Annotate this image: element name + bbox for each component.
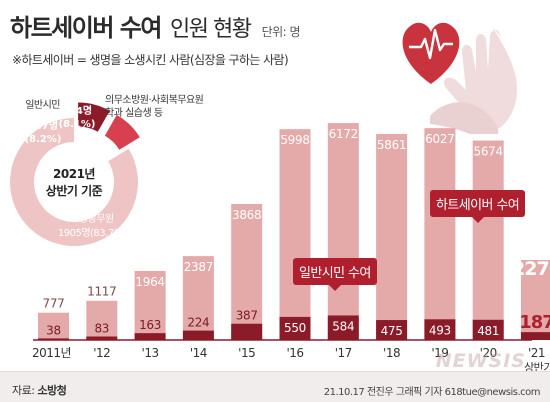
bar-group: 777 38 1117 83 1964 163 2387 224 3868 387 5998 550 6… (38, 123, 550, 340)
source-name: 소방청 (37, 384, 67, 397)
source-label: 자료: (12, 384, 35, 397)
bar-civilian-9 (472, 319, 504, 340)
bar-total-7 (376, 133, 408, 340)
title-group: 하트세이버 수여 인원 현황 단위: 명 (10, 8, 301, 43)
callout-civilian: 일반시민 수여 (293, 258, 377, 291)
bar-civilian-5 (279, 316, 311, 340)
footnote: ※하트세이버 = 생명을 소생시킨 사람(심장을 구하는 사람) (12, 53, 289, 67)
bar-civilian-1 (86, 336, 118, 340)
bar-civilian-4 (231, 323, 263, 340)
callout-total: 하트세이버 수여 (430, 190, 526, 223)
bar-civilian-8 (424, 319, 456, 340)
x-tick-4: '15 (238, 346, 255, 360)
bar-civilian-label-0: 38 (46, 323, 61, 337)
chart: 2021년 상반기 기준 일반시민 의무소방원·사회복무요원 학과 실습생 등 … (9, 22, 550, 371)
x-tick-1: '12 (93, 346, 110, 360)
bar-total-4 (231, 204, 263, 340)
x-tick-0: 2011년 (32, 346, 71, 360)
bar-total-10 (521, 259, 550, 340)
heart-hands-icon (402, 22, 518, 134)
bar-civilian-label-2: 163 (139, 318, 161, 332)
donut-slice-2 (104, 114, 140, 150)
x-tick-note: 상반기 (524, 361, 550, 371)
bar-civilian-label-4: 387 (236, 309, 258, 323)
watermark: NEWSIS (435, 350, 526, 372)
bar-total-label-4: 3868 (232, 208, 261, 222)
bar-civilian-label-6: 584 (332, 319, 354, 333)
bar-total-label-10: 2276 (512, 258, 550, 280)
bar-total-3 (182, 256, 214, 340)
bar-civilian-7 (376, 320, 408, 340)
donut-slice-0 (9, 118, 138, 246)
donut-chart (9, 102, 140, 246)
x-tick-7: '18 (383, 346, 400, 360)
x-tick-9: '20 (480, 346, 497, 360)
bar-total-6 (327, 123, 359, 340)
x-tick-8: '19 (431, 346, 448, 360)
x-tick-2: '13 (142, 346, 159, 360)
slice-pct-civilian: (8.2%) (25, 134, 62, 145)
bar-total-label-0: 777 (42, 297, 64, 311)
bar-total-8 (424, 128, 456, 340)
bar-total-5 (279, 129, 311, 340)
donut-center-title: 2021년 (53, 167, 95, 181)
bar-total-label-1: 1117 (87, 285, 116, 299)
bar-civilian-label-1: 83 (94, 322, 109, 336)
bar-total-label-3: 2387 (184, 260, 213, 274)
bar-total-9 (472, 140, 504, 340)
credit: 21.10.17 전진우 그래픽 기자 618tue@newsis.com (323, 387, 541, 398)
x-tick-10: '21 (528, 346, 545, 360)
slice-value-other: 184명 (62, 104, 92, 117)
bar-total-label-6: 6172 (329, 127, 358, 141)
bar-total-label-9: 5674 (474, 145, 503, 159)
slice-label-civilian: 일반시민 (25, 99, 60, 111)
slice-pct-other: (8.1%) (59, 119, 96, 130)
bar-total-label-8: 6027 (425, 132, 454, 146)
donut-center-title-2: 상반기 기준 (46, 183, 103, 198)
slice-value-civilian: 187명 (28, 119, 58, 132)
bar-total-2 (134, 270, 166, 340)
bar-civilian-label-8: 493 (429, 323, 451, 337)
bar-civilian-3 (182, 330, 214, 340)
x-tick-5: '16 (286, 346, 303, 360)
bar-total-label-2: 1964 (135, 275, 164, 289)
page-title: 하트세이버 수여 (10, 14, 162, 42)
slice-value-firefighter: 1905명(83.7%) (58, 227, 127, 239)
bar-civilian-0 (38, 338, 69, 340)
page-title-sub: 인원 현황 (170, 17, 252, 42)
bar-total-label-5: 5998 (280, 133, 309, 147)
bar-civilian-label-5: 550 (284, 321, 306, 335)
bar-civilian-6 (327, 315, 359, 340)
slice-label-other-1: 의무소방원·사회복무요원 (105, 94, 204, 106)
bar-total-1 (86, 300, 118, 340)
bar-civilian-2 (134, 333, 166, 340)
x-tick-3: '14 (190, 346, 207, 360)
bar-civilian-label-9: 481 (477, 324, 499, 338)
bar-civilian-label-3: 224 (187, 316, 209, 330)
footer: 자료: 소방청 21.10.17 전진우 그래픽 기자 618tue@newsi… (0, 371, 550, 402)
slice-label-firefighter: 소방공무원 (70, 213, 114, 225)
bar-civilian-label-7: 475 (381, 324, 403, 338)
donut-slice-1 (78, 102, 110, 132)
bar-civilian-10 (521, 332, 550, 340)
bar-total-label-7: 5861 (377, 138, 406, 152)
slice-label-other-2: 학과 실습생 등 (105, 107, 163, 119)
bar-civilian-label-10: 187 (519, 312, 550, 333)
bar-total-0 (38, 312, 69, 340)
unit-label: 단위: 명 (261, 25, 301, 39)
source: 자료: 소방청 (12, 382, 67, 398)
x-tick-6: '17 (335, 346, 352, 360)
